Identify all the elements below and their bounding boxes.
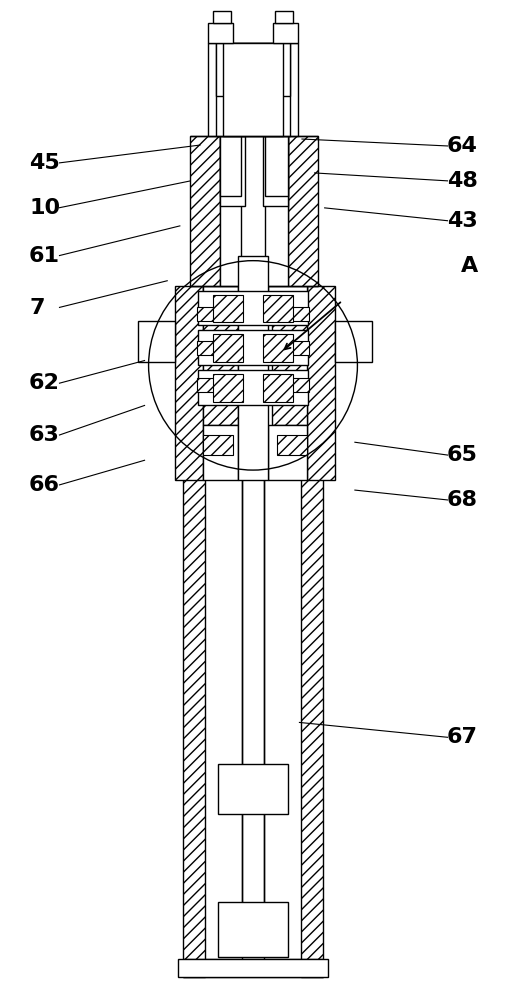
- Bar: [223, 43, 283, 136]
- Bar: [190, 136, 220, 286]
- Bar: [220, 136, 241, 286]
- Bar: [197, 378, 215, 392]
- Bar: [137, 320, 175, 362]
- Bar: [273, 23, 298, 43]
- Bar: [238, 256, 268, 480]
- Bar: [288, 136, 318, 286]
- Text: 67: 67: [447, 727, 478, 747]
- Bar: [203, 286, 238, 425]
- Text: 7: 7: [29, 298, 45, 318]
- Bar: [265, 136, 288, 196]
- Text: A: A: [461, 256, 478, 276]
- Bar: [184, 959, 322, 977]
- Text: 62: 62: [29, 373, 60, 393]
- Bar: [291, 307, 309, 320]
- Bar: [301, 470, 322, 977]
- Text: 45: 45: [29, 153, 60, 173]
- Bar: [263, 136, 288, 206]
- Bar: [220, 136, 241, 196]
- Bar: [208, 43, 298, 136]
- Bar: [198, 370, 308, 405]
- Bar: [218, 764, 288, 814]
- Bar: [263, 374, 293, 402]
- Text: 64: 64: [447, 136, 478, 156]
- Bar: [198, 291, 308, 325]
- Bar: [220, 136, 245, 206]
- Bar: [208, 23, 233, 43]
- Text: 66: 66: [29, 475, 60, 495]
- Bar: [198, 330, 308, 365]
- Bar: [263, 295, 293, 322]
- Bar: [197, 307, 215, 320]
- Bar: [184, 470, 205, 977]
- Text: 48: 48: [447, 171, 478, 191]
- Bar: [277, 435, 307, 455]
- Bar: [265, 136, 288, 286]
- Text: 65: 65: [447, 445, 478, 465]
- Bar: [213, 11, 231, 23]
- Bar: [272, 286, 307, 425]
- Bar: [203, 286, 238, 306]
- Bar: [335, 320, 372, 362]
- Bar: [197, 341, 215, 355]
- Bar: [213, 295, 243, 322]
- Bar: [175, 286, 203, 480]
- Text: 61: 61: [29, 246, 60, 266]
- Bar: [178, 959, 328, 977]
- Bar: [268, 425, 307, 480]
- Text: 68: 68: [447, 490, 478, 510]
- Bar: [263, 334, 293, 362]
- Bar: [291, 341, 309, 355]
- Bar: [213, 374, 243, 402]
- Bar: [216, 43, 290, 136]
- Bar: [218, 902, 288, 957]
- Text: 43: 43: [447, 211, 478, 231]
- Bar: [203, 425, 238, 480]
- Bar: [307, 286, 335, 480]
- Text: 63: 63: [29, 425, 60, 445]
- Bar: [216, 43, 290, 96]
- Bar: [268, 286, 307, 306]
- Bar: [291, 378, 309, 392]
- Text: 10: 10: [29, 198, 60, 218]
- Bar: [213, 334, 243, 362]
- Bar: [203, 435, 233, 455]
- Bar: [275, 11, 293, 23]
